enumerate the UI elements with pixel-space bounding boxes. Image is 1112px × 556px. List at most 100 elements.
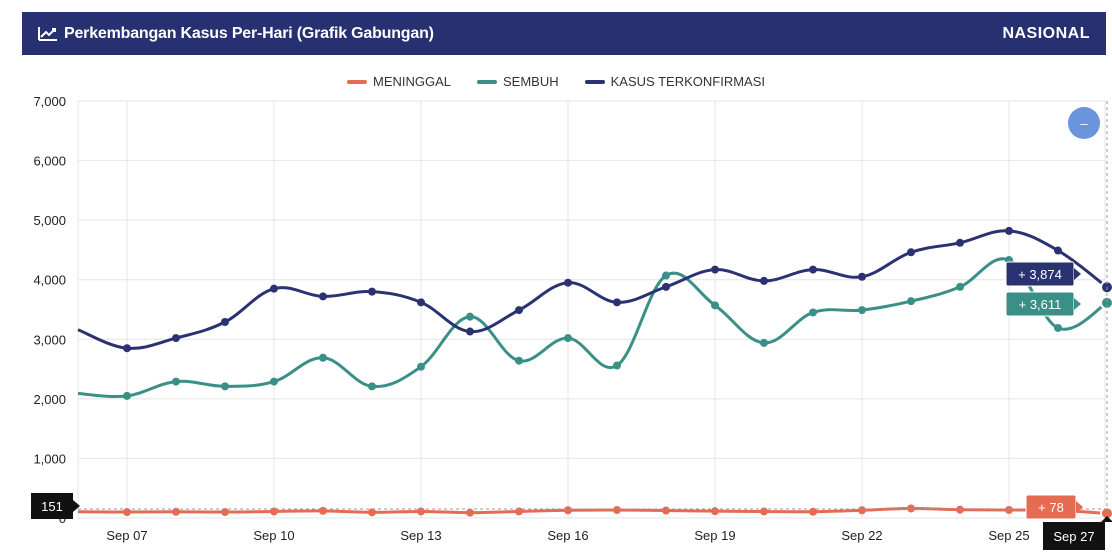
legend-item-sembuh[interactable]: SEMBUH	[477, 74, 559, 89]
y-tick-label: 2,000	[33, 392, 66, 407]
data-point-sembuh	[564, 334, 572, 343]
data-point-kasus	[858, 272, 866, 281]
data-point-kasus	[1054, 246, 1062, 255]
x-crosshair-label: Sep 27	[1043, 516, 1112, 550]
data-point-kasus	[368, 287, 376, 296]
y-tick-label: 3,000	[33, 332, 66, 347]
legend-swatch-kasus	[584, 79, 605, 84]
data-point-sembuh	[1054, 323, 1062, 332]
data-point-meninggal	[564, 506, 572, 515]
legend-item-meninggal[interactable]: MENINGGAL	[347, 74, 451, 89]
x-axis-ticks: Sep 07 Sep 10 Sep 13 Sep 16 Sep 19 Sep 22 Sep …	[106, 528, 1029, 543]
data-point-sembuh	[809, 308, 817, 317]
tooltip-sembuh: + 3,611	[1005, 291, 1081, 317]
data-point-sembuh	[1100, 295, 1112, 310]
legend-item-kasus[interactable]: KASUS TERKONFIRMASI	[584, 74, 765, 89]
x-tick-label: Sep 10	[253, 528, 294, 543]
data-point-meninggal	[368, 508, 376, 517]
zoom-out-button[interactable]: –	[1068, 107, 1100, 139]
zoom-out-circle	[1068, 107, 1100, 139]
tooltip-meninggal: + 78	[1025, 494, 1083, 520]
data-point-meninggal	[172, 507, 180, 516]
x-crosshair-arrow	[1101, 516, 1112, 522]
data-point-sembuh	[711, 301, 719, 310]
legend-swatch-meninggal	[347, 79, 367, 84]
data-point-meninggal	[123, 508, 131, 517]
data-point-sembuh	[956, 282, 964, 291]
data-point-sembuh	[760, 338, 768, 347]
series-group	[77, 226, 1112, 521]
data-point-kasus	[760, 276, 768, 285]
data-point-kasus	[809, 265, 817, 274]
y-tick-label: 5,000	[33, 213, 66, 228]
chart-title: Perkembangan Kasus Per-Hari (Grafik Gabu…	[64, 24, 434, 42]
data-point-sembuh	[319, 353, 327, 362]
data-point-meninggal	[613, 505, 621, 514]
y-crosshair-label: 151	[31, 493, 80, 519]
data-point-meninggal	[907, 504, 915, 513]
data-point-sembuh	[221, 382, 229, 391]
data-point-kasus	[907, 248, 915, 257]
data-point-meninggal	[319, 506, 327, 515]
chart-header: Perkembangan Kasus Per-Hari (Grafik Gabu…	[22, 12, 1106, 55]
line-chart-icon	[38, 26, 57, 41]
data-point-meninggal	[809, 507, 817, 516]
x-tick-label: Sep 13	[400, 528, 441, 543]
tooltip-kasus-text: + 3,874	[1018, 267, 1062, 282]
y-tick-label: 4,000	[33, 273, 66, 288]
y-crosshair-box	[31, 493, 73, 519]
grid-lines	[77, 100, 1106, 519]
series-line-meninggal	[77, 506, 1108, 515]
data-point-kasus	[711, 265, 719, 274]
data-point-sembuh	[172, 377, 180, 386]
plot-border	[77, 100, 1106, 519]
data-point-kasus	[172, 334, 180, 343]
legend-label-sembuh: SEMBUH	[503, 74, 559, 89]
series-line-kasus	[77, 229, 1108, 350]
data-point-kasus	[662, 282, 670, 291]
data-point-kasus	[466, 327, 474, 336]
data-point-sembuh	[466, 312, 474, 321]
series-line-sembuh	[77, 257, 1108, 398]
y-tick-label: 7,000	[33, 94, 66, 109]
tooltip-meninggal-text: + 78	[1038, 500, 1064, 515]
data-point-kasus	[270, 284, 278, 293]
x-tick-label: Sep 19	[694, 528, 735, 543]
data-point-meninggal	[662, 506, 670, 515]
data-point-sembuh	[270, 377, 278, 386]
data-point-sembuh	[368, 382, 376, 391]
data-point-sembuh	[417, 362, 425, 371]
data-point-meninggal	[711, 507, 719, 516]
x-tick-label: Sep 25	[988, 528, 1029, 543]
data-point-meninggal	[858, 506, 866, 515]
scope-label: NASIONAL	[1002, 24, 1090, 42]
data-point-sembuh	[515, 356, 523, 365]
data-point-kasus	[564, 278, 572, 287]
y-tick-label: 6,000	[33, 154, 66, 169]
y-crosshair-arrow	[73, 500, 80, 512]
tooltip-sembuh-arrow	[1074, 298, 1081, 310]
data-point-kasus	[221, 318, 229, 327]
data-point-meninggal	[466, 508, 474, 517]
minus-icon: –	[1080, 116, 1088, 131]
x-tick-label: Sep 22	[841, 528, 882, 543]
tooltip-kasus-arrow	[1074, 268, 1081, 280]
legend-swatch-sembuh	[477, 79, 498, 84]
x-tick-label: Sep 07	[106, 528, 147, 543]
data-point-sembuh	[613, 361, 621, 370]
legend-label-kasus: KASUS TERKONFIRMASI	[610, 74, 765, 89]
data-point-kasus	[613, 298, 621, 307]
data-point-meninggal	[956, 505, 964, 514]
y-crosshair-text: 151	[41, 499, 63, 514]
legend-label-meninggal: MENINGGAL	[373, 74, 452, 89]
data-point-sembuh	[662, 271, 670, 280]
x-crosshair-text: Sep 27	[1053, 529, 1094, 544]
tooltip-kasus: + 3,874	[1005, 261, 1081, 287]
data-point-kasus	[515, 306, 523, 315]
data-point-meninggal	[221, 508, 229, 517]
data-point-kasus	[956, 238, 964, 247]
x-tick-label: Sep 16	[547, 528, 588, 543]
data-point-kasus	[123, 344, 131, 353]
